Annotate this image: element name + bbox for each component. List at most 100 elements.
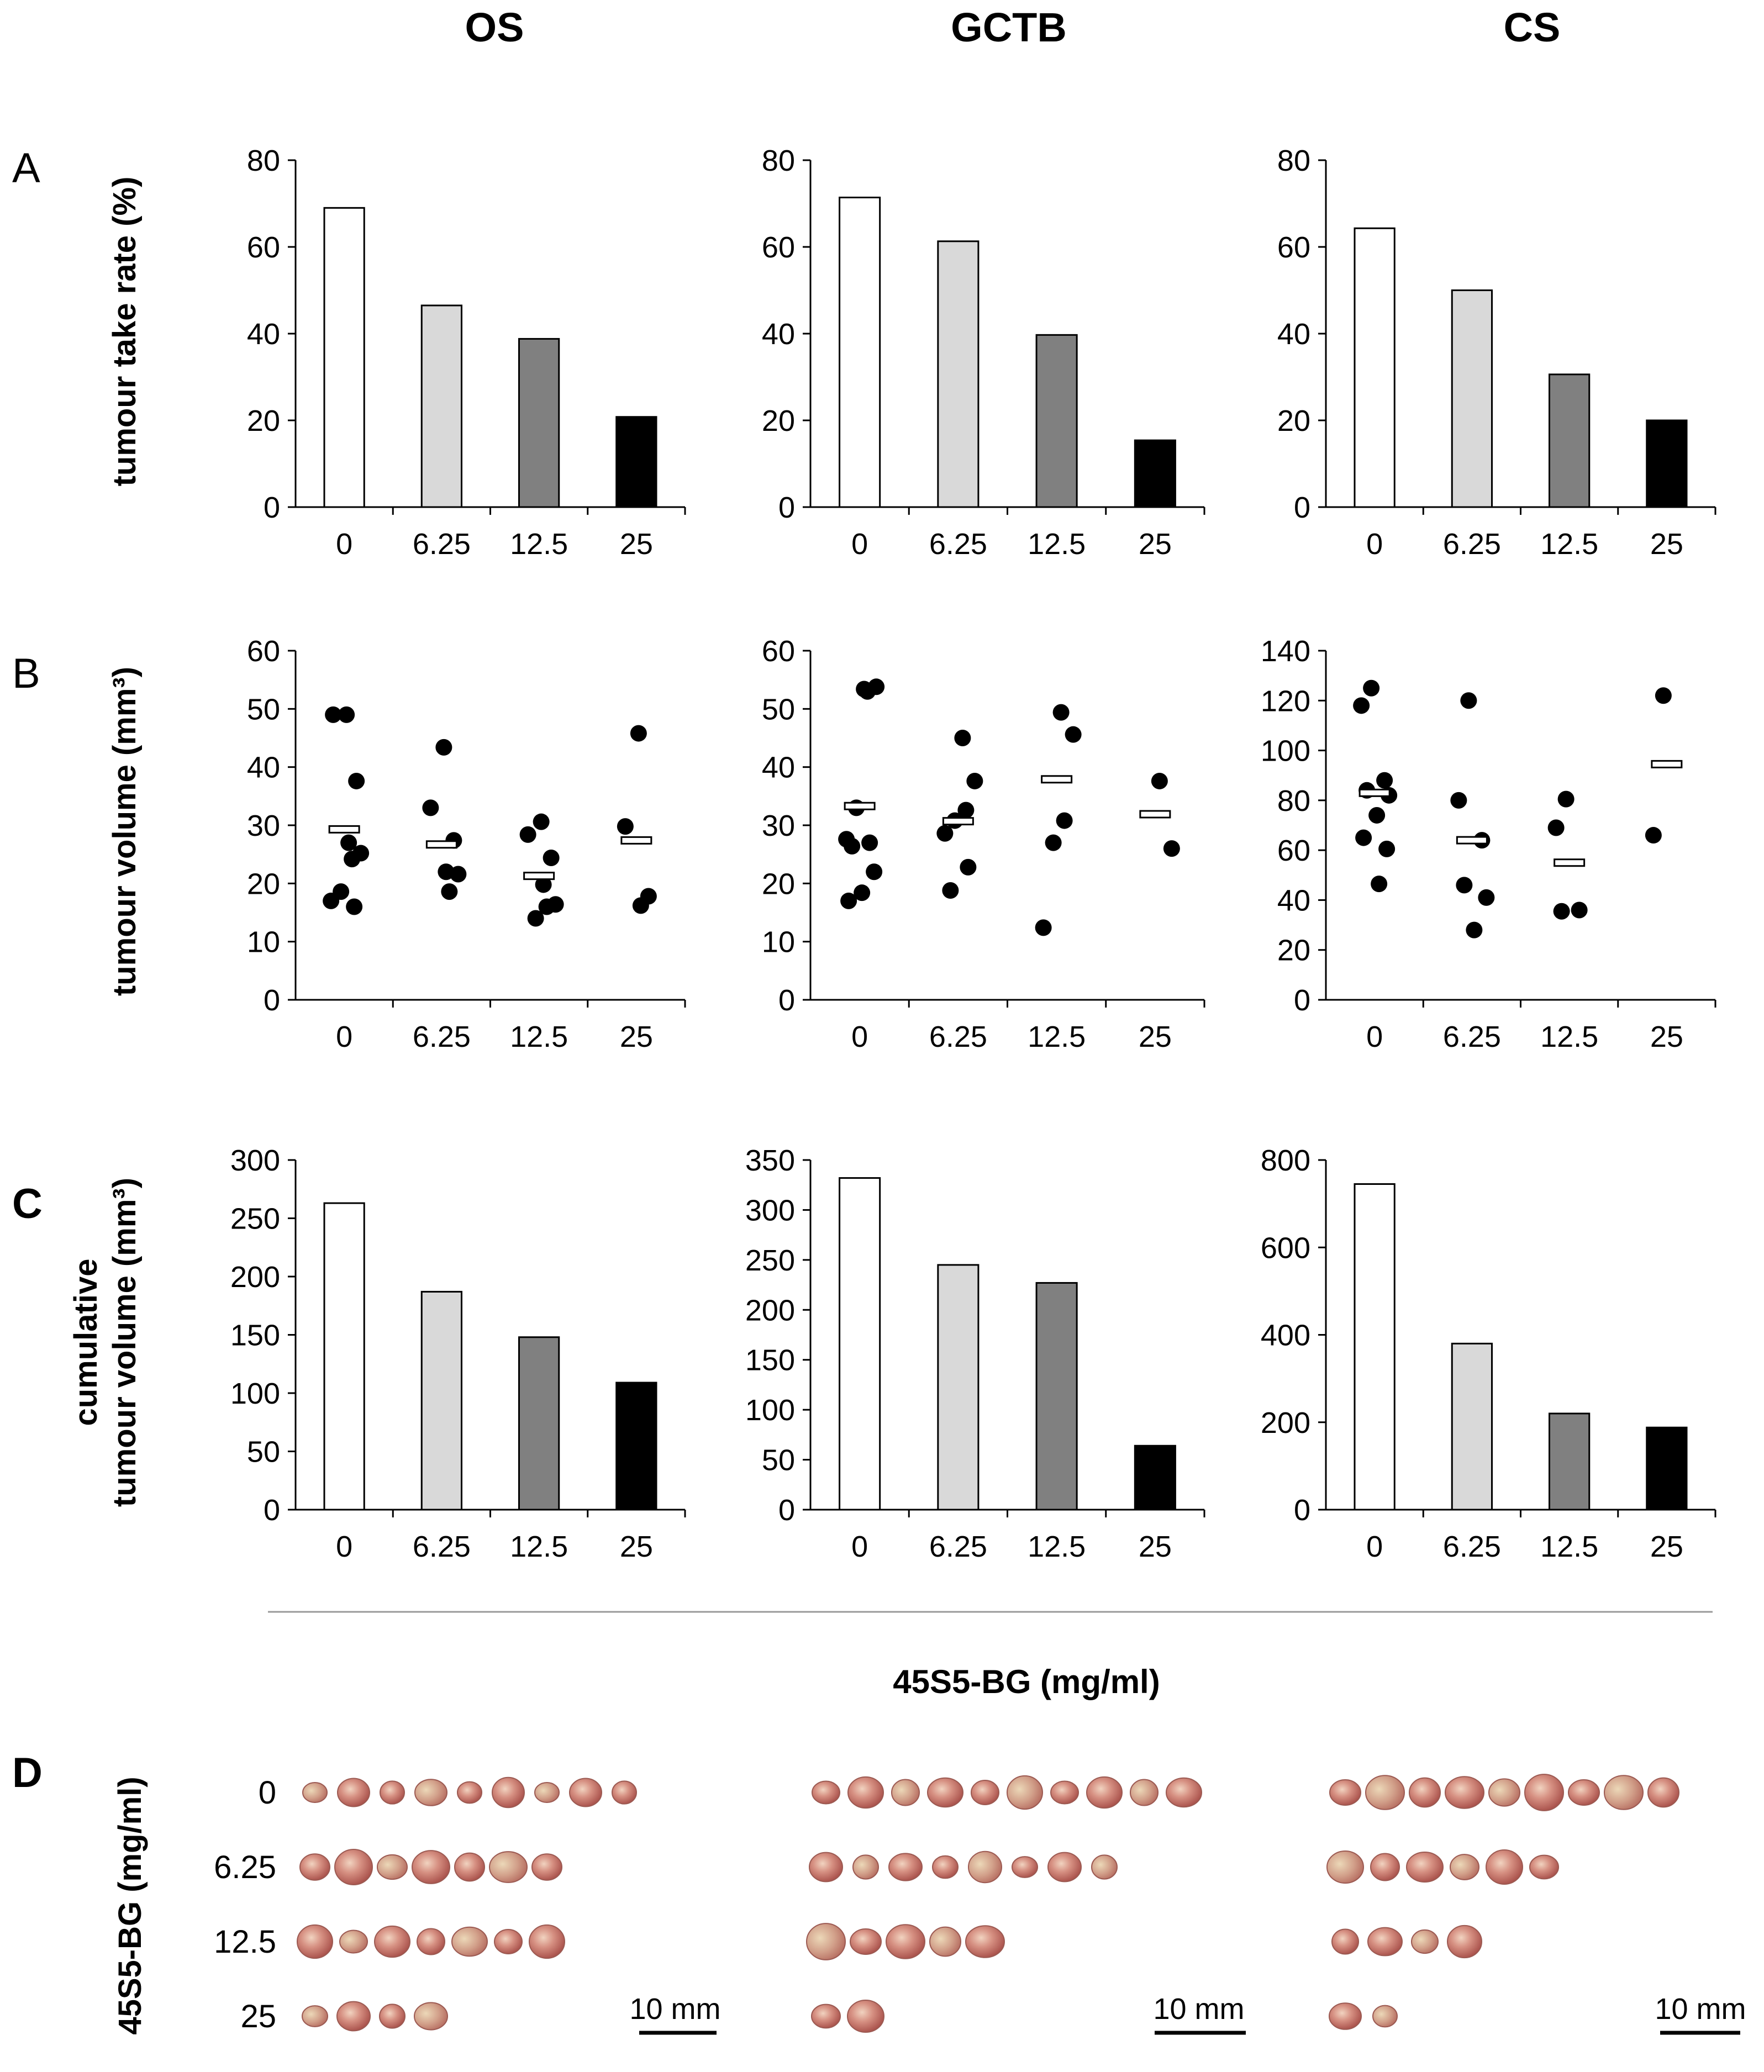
column-title-gctb: GCTB bbox=[951, 4, 1067, 50]
y-tick-label: 20 bbox=[1277, 404, 1310, 437]
tumour-photo bbox=[1166, 1777, 1202, 1808]
y-tick-label: 150 bbox=[745, 1344, 795, 1377]
bar-6.25 bbox=[420, 1290, 463, 1511]
tumour-photo bbox=[806, 1923, 846, 1960]
tumour-photo bbox=[412, 1850, 450, 1884]
bar-0 bbox=[323, 1202, 365, 1511]
data-point bbox=[861, 834, 878, 851]
data-point bbox=[338, 706, 355, 723]
tumour-photo bbox=[1647, 1777, 1679, 1808]
y-tick-label: 10 bbox=[247, 926, 280, 959]
mean-marker bbox=[1358, 788, 1391, 797]
bar-0 bbox=[1354, 1183, 1396, 1511]
data-point bbox=[942, 882, 959, 899]
data-point bbox=[1065, 726, 1082, 743]
tumour-photo bbox=[1007, 1775, 1043, 1810]
y-tick-label: 350 bbox=[745, 1144, 795, 1177]
bar-12.5 bbox=[1548, 1412, 1591, 1511]
tumour-photo bbox=[1447, 1925, 1482, 1959]
x-tick-label: 25 bbox=[1139, 1530, 1172, 1563]
tumour-photo bbox=[612, 1780, 637, 1805]
data-point bbox=[966, 772, 983, 789]
y-tick-label: 50 bbox=[247, 693, 280, 726]
tumour-photo bbox=[302, 2005, 328, 2027]
y-tick-label: 100 bbox=[230, 1377, 280, 1410]
panel-d-row-label-0: 0 bbox=[259, 1775, 276, 1811]
row-c-ylabel-line2: tumour volume (mm³) bbox=[107, 1178, 143, 1507]
tumour-photo bbox=[927, 1777, 963, 1808]
tumour-photo bbox=[1486, 1849, 1523, 1885]
y-tick-label: 0 bbox=[778, 1494, 795, 1527]
data-point bbox=[617, 818, 634, 835]
data-point bbox=[1035, 919, 1052, 936]
bar-6.25 bbox=[937, 1264, 980, 1511]
y-tick-label: 200 bbox=[745, 1294, 795, 1327]
data-point bbox=[1571, 901, 1588, 919]
bar-12.5 bbox=[1035, 334, 1078, 508]
tumour-photo bbox=[932, 1855, 959, 1879]
data-point bbox=[340, 834, 357, 851]
y-tick-label: 20 bbox=[762, 867, 795, 900]
tumour-photo bbox=[847, 1776, 884, 1809]
row-letter-c: C bbox=[12, 1180, 43, 1227]
data-point bbox=[1645, 827, 1662, 844]
tumour-photo bbox=[1409, 1777, 1441, 1808]
tumour-photo bbox=[1091, 1854, 1118, 1880]
x-tick-label: 6.25 bbox=[929, 528, 987, 561]
chart-c-gctb: 0 50 100 150 200 250 300 350 0 6.25 12.5 25 bbox=[745, 1144, 1205, 1563]
mean-marker bbox=[328, 825, 360, 834]
y-tick-label: 80 bbox=[1277, 784, 1310, 818]
x-tick-label: 0 bbox=[336, 1530, 352, 1563]
y-tick-label: 50 bbox=[762, 1444, 795, 1477]
data-point bbox=[538, 898, 555, 915]
data-point bbox=[1460, 692, 1477, 709]
panel-d-row-label-6.25: 6.25 bbox=[214, 1849, 276, 1885]
y-tick-label: 150 bbox=[230, 1319, 280, 1352]
tumour-photo bbox=[302, 1781, 328, 1804]
data-point bbox=[533, 813, 550, 830]
y-tick-label: 80 bbox=[1277, 144, 1310, 177]
x-tick-label: 12.5 bbox=[510, 528, 568, 561]
scale-bar-gctb: 10 mm bbox=[1153, 1992, 1246, 2035]
tumour-photo bbox=[1450, 1854, 1479, 1880]
y-tick-label: 0 bbox=[264, 984, 280, 1017]
bar-25 bbox=[615, 1382, 657, 1511]
data-point bbox=[543, 849, 560, 866]
x-tick-label: 6.25 bbox=[929, 1020, 987, 1053]
bar-0 bbox=[323, 207, 365, 508]
y-tick-label: 600 bbox=[1261, 1231, 1310, 1264]
y-tick-label: 60 bbox=[1277, 231, 1310, 264]
x-tick-label: 25 bbox=[1650, 1530, 1683, 1563]
data-point bbox=[1376, 772, 1393, 789]
scale-bar-os: 10 mm bbox=[629, 1992, 721, 2035]
tumour-photo bbox=[1331, 1928, 1359, 1955]
data-point bbox=[1553, 903, 1570, 920]
row-letter-d: D bbox=[12, 1749, 43, 1796]
tumour-photo bbox=[1411, 1929, 1439, 1954]
chart-c-cs: 0 200 400 600 800 0 6.25 12.5 25 bbox=[1261, 1144, 1716, 1563]
tumour-photo bbox=[534, 1781, 560, 1804]
x-tick-label: 6.25 bbox=[1443, 1020, 1501, 1053]
scale-bar-cs: 10 mm bbox=[1655, 1992, 1746, 2035]
bar-6.25 bbox=[1451, 1342, 1493, 1511]
y-tick-label: 20 bbox=[247, 867, 280, 900]
bar-6.25 bbox=[420, 304, 463, 508]
x-tick-label: 12.5 bbox=[1540, 1020, 1598, 1053]
panel-d-ylabel: 45S5-BG (mg/ml) bbox=[112, 1776, 148, 2034]
mean-marker bbox=[1139, 810, 1171, 819]
bar-12.5 bbox=[1035, 1282, 1078, 1511]
tumour-photo bbox=[1370, 1853, 1400, 1881]
bar-25 bbox=[1646, 1426, 1688, 1511]
y-tick-label: 60 bbox=[762, 231, 795, 264]
x-tick-label: 6.25 bbox=[1443, 1530, 1501, 1563]
y-tick-label: 200 bbox=[1261, 1406, 1310, 1440]
column-title-os: OS bbox=[465, 4, 524, 50]
y-tick-label: 40 bbox=[247, 751, 280, 784]
x-tick-label: 12.5 bbox=[1540, 1530, 1598, 1563]
y-tick-label: 80 bbox=[762, 144, 795, 177]
tumour-photo bbox=[1406, 1851, 1444, 1883]
data-point bbox=[840, 892, 857, 909]
tumour-photos bbox=[297, 1774, 1679, 2033]
x-tick-label: 0 bbox=[336, 528, 352, 561]
x-tick-label: 12.5 bbox=[1028, 528, 1086, 561]
